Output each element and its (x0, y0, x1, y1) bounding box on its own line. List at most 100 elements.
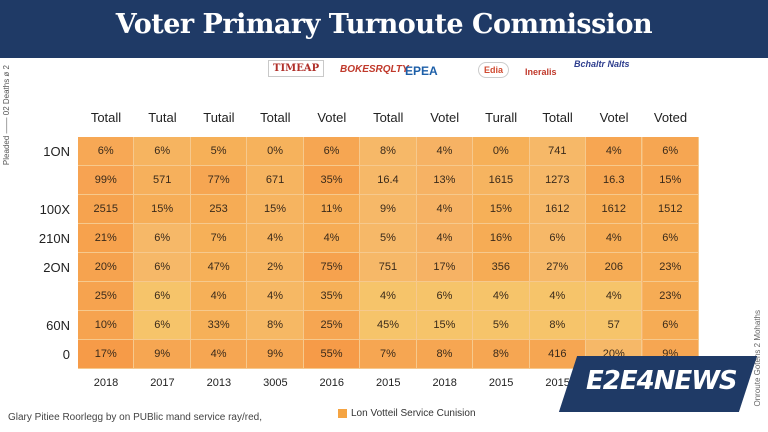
table-cell: 6% (78, 137, 135, 166)
table-cell: 23% (642, 282, 699, 311)
table-cell: 4% (473, 282, 530, 311)
table-cell: 15% (473, 195, 530, 224)
row-label: 1ON (43, 144, 70, 159)
table-cell: 1612 (529, 195, 587, 224)
table-cell: 7% (190, 224, 248, 253)
year-label: 2018 (432, 377, 457, 389)
column-header: Tutal (148, 110, 177, 125)
year-label: 2015 (376, 377, 401, 389)
table-cell: 21% (78, 224, 135, 253)
table-cell: 2% (247, 253, 304, 282)
table-cell: 5% (360, 224, 417, 253)
table-cell: 27% (529, 253, 587, 282)
table-cell: 253 (190, 195, 248, 224)
table-cell: 4% (416, 224, 474, 253)
year-label: 2015 (488, 377, 514, 389)
table-cell: 6% (416, 282, 474, 311)
table-cell: 17% (416, 253, 474, 282)
table-cell: 25% (78, 282, 135, 311)
column-header: Votel (430, 110, 460, 125)
legend-swatch (338, 409, 347, 418)
table-cell: 35% (303, 282, 361, 311)
column-header: Votel (317, 110, 347, 125)
legend-label: Lon Votteil Service Cunision (351, 408, 476, 419)
year-label: 2015 (545, 377, 570, 389)
table-cell: 11% (303, 195, 361, 224)
table-cell: 47% (190, 253, 248, 282)
table-cell: 6% (529, 224, 587, 253)
table-cell: 17% (78, 340, 135, 369)
table-cell: 2515 (78, 195, 135, 224)
table-cell: 7% (360, 340, 417, 369)
table-cell: 45% (360, 311, 417, 340)
legend: Lon Votteil Service Cunision (338, 408, 476, 419)
table-cell: 8% (360, 137, 417, 166)
table-cell: 9% (247, 340, 304, 369)
table-cell: 1512 (642, 195, 699, 224)
table-cell: 356 (473, 253, 530, 282)
table-cell: 6% (642, 137, 699, 166)
table-cell: 8% (473, 340, 530, 369)
table-cell: 4% (416, 137, 474, 166)
table-cell: 35% (303, 166, 361, 195)
sponsor-logo: TIMEAP (268, 60, 325, 77)
table-cell: 6% (303, 137, 361, 166)
table-cell: 9% (360, 195, 417, 224)
table-cell: 0% (247, 137, 304, 166)
table-cell: 20% (78, 253, 135, 282)
column-header: Tutail (203, 110, 235, 125)
table-cell: 23% (642, 253, 699, 282)
table-cell: 4% (247, 224, 304, 253)
column-header: Totall (90, 110, 122, 125)
table-cell: 16% (473, 224, 530, 253)
table-cell: 8% (529, 311, 587, 340)
table-cell: 416 (529, 340, 587, 369)
table-cell: 6% (134, 282, 191, 311)
table-cell: 15% (134, 195, 191, 224)
column-header: Votel (599, 110, 629, 125)
table-cell: 6% (134, 311, 191, 340)
table-cell: 25% (303, 311, 361, 340)
table-cell: 4% (586, 137, 643, 166)
table-grid: 6% 6% 5% 0% 6% 8% 4% 0% 741 4% 6% 99% 571 77% 671 35% 16… (78, 137, 699, 369)
column-header: Voted (653, 110, 688, 125)
table-cell: 4% (190, 340, 248, 369)
table-cell: 1615 (473, 166, 530, 195)
year-label: 2017 (150, 377, 175, 389)
year-label: 2016 (319, 377, 345, 389)
year-label: 3005 (263, 377, 288, 389)
table-cell: 0% (473, 137, 530, 166)
table-cell: 5% (473, 311, 530, 340)
table-cell: 4% (529, 282, 587, 311)
table-cell: 4% (586, 224, 643, 253)
sponsor-logo: Edia (478, 62, 510, 78)
table-cell: 4% (586, 282, 643, 311)
brand-logo: E2E4NEWS (586, 366, 738, 396)
table-cell: 6% (642, 224, 699, 253)
column-header: Totall (260, 110, 291, 125)
table-cell: 57 (586, 311, 643, 340)
year-label: 2013 (206, 377, 232, 389)
table-cell: 77% (190, 166, 248, 195)
table-cell: 206 (586, 253, 643, 282)
table-cell: 5% (190, 137, 248, 166)
table-cell: 13% (416, 166, 474, 195)
table-cell: 8% (247, 311, 304, 340)
table-cell: 6% (642, 311, 699, 340)
table-cell: 671 (247, 166, 304, 195)
sponsor-logo: EPEA (405, 64, 438, 78)
table-cell: 1612 (586, 195, 643, 224)
table-cell: 9% (134, 340, 191, 369)
table-cell: 16.4 (360, 166, 417, 195)
row-label: 100X (39, 202, 70, 217)
table-cell: 571 (134, 166, 191, 195)
table-cell: 6% (134, 253, 191, 282)
page-title: Voter Primary Turnoute Commission (115, 9, 653, 40)
table-cell: 4% (360, 282, 417, 311)
table-cell: 4% (190, 282, 248, 311)
table-cell: 6% (134, 137, 191, 166)
row-label: 0 (62, 347, 70, 362)
column-header: Totall (542, 110, 573, 125)
table-cell: 33% (190, 311, 248, 340)
table-cell: 75% (303, 253, 361, 282)
